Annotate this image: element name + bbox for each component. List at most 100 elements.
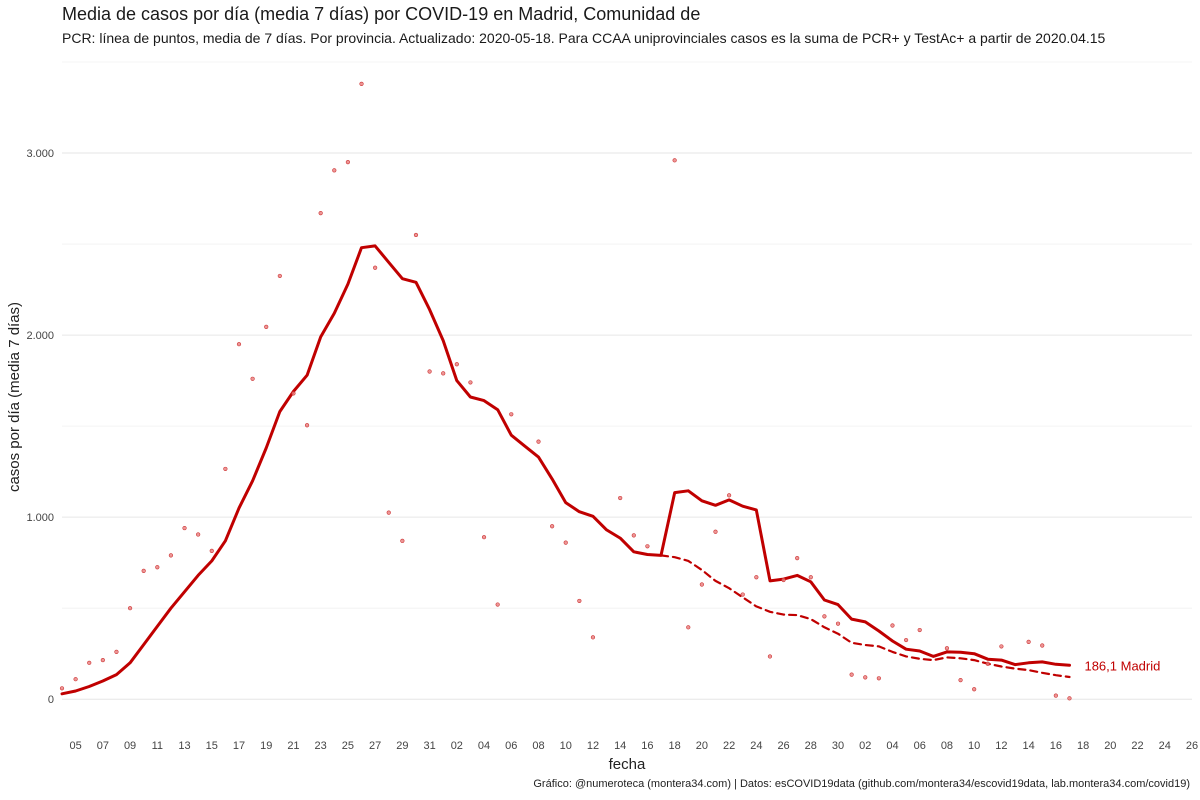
data-point bbox=[672, 158, 677, 163]
x-tick-label: 10 bbox=[560, 740, 572, 752]
x-tick-label: 26 bbox=[777, 740, 789, 752]
x-axis-ticks: 05 07 09 11 13 15 17 19 21 23 25 27 29 31 02 04 06 08 10 12… bbox=[69, 740, 1198, 752]
end-value-label: 186,1 Madrid bbox=[1084, 658, 1160, 673]
x-tick-label: 29 bbox=[396, 740, 408, 752]
data-point bbox=[468, 380, 473, 385]
data-point bbox=[264, 324, 269, 330]
x-tick-label: 02 bbox=[859, 740, 871, 752]
x-tick-label: 25 bbox=[342, 740, 354, 752]
data-point bbox=[550, 524, 555, 529]
x-tick-label: 08 bbox=[532, 740, 544, 752]
data-point bbox=[373, 265, 378, 270]
data-point bbox=[87, 660, 92, 665]
y-tick-label: 2.000 bbox=[26, 330, 54, 342]
x-tick-label: 06 bbox=[914, 740, 926, 752]
data-point bbox=[413, 232, 419, 238]
data-point bbox=[686, 625, 691, 630]
data-point bbox=[699, 582, 704, 587]
data-point bbox=[345, 160, 351, 165]
data-point bbox=[903, 637, 909, 643]
data-point bbox=[332, 168, 337, 173]
data-point bbox=[441, 371, 446, 376]
data-point bbox=[509, 412, 514, 417]
data-point bbox=[1026, 639, 1031, 644]
x-tick-label: 26 bbox=[1186, 740, 1198, 752]
x-tick-label: 10 bbox=[968, 740, 980, 752]
data-point bbox=[631, 533, 636, 538]
data-point bbox=[713, 529, 718, 534]
data-point bbox=[1040, 643, 1045, 648]
x-tick-label: 27 bbox=[369, 740, 381, 752]
x-tick-label: 06 bbox=[505, 740, 517, 752]
data-point bbox=[141, 568, 146, 573]
data-point bbox=[999, 644, 1004, 649]
data-point bbox=[1067, 696, 1072, 701]
y-tick-label: 1.000 bbox=[26, 512, 54, 524]
cases-average-line bbox=[60, 244, 1071, 696]
grid-lines bbox=[62, 61, 1192, 700]
data-point bbox=[944, 646, 950, 651]
data-point bbox=[876, 676, 881, 681]
x-tick-label: 31 bbox=[423, 740, 435, 752]
x-tick-label: 07 bbox=[97, 740, 109, 752]
data-point bbox=[972, 687, 977, 692]
x-tick-label: 14 bbox=[1023, 740, 1035, 752]
data-point bbox=[155, 565, 160, 570]
data-point bbox=[386, 510, 391, 515]
x-axis-title: fecha bbox=[609, 756, 646, 773]
data-point bbox=[958, 678, 963, 683]
x-tick-label: 28 bbox=[805, 740, 817, 752]
x-tick-label: 18 bbox=[669, 740, 681, 752]
data-point bbox=[985, 661, 990, 666]
data-point bbox=[495, 602, 500, 607]
data-point bbox=[127, 606, 133, 611]
x-tick-label: 15 bbox=[206, 740, 218, 752]
data-point bbox=[277, 273, 282, 279]
data-point bbox=[182, 525, 187, 531]
data-point bbox=[250, 376, 255, 381]
x-tick-label: 23 bbox=[315, 740, 327, 752]
x-tick-label: 04 bbox=[886, 740, 898, 752]
data-point bbox=[645, 544, 650, 549]
y-tick-label: 0 bbox=[48, 694, 54, 706]
data-point bbox=[304, 423, 310, 428]
data-point bbox=[236, 342, 242, 347]
x-tick-label: 24 bbox=[750, 740, 762, 752]
data-point bbox=[590, 635, 596, 640]
x-tick-label: 20 bbox=[696, 740, 708, 752]
data-point bbox=[1053, 693, 1058, 698]
data-point bbox=[359, 81, 364, 86]
data-point bbox=[454, 362, 459, 367]
data-point bbox=[781, 577, 786, 583]
data-point bbox=[318, 211, 323, 216]
data-point bbox=[890, 623, 895, 628]
y-axis-ticks: 0 1.000 2.000 3.000 bbox=[26, 148, 54, 706]
data-point bbox=[917, 627, 922, 633]
data-point bbox=[196, 532, 201, 537]
data-point bbox=[767, 654, 773, 659]
chart-caption: Gráfico: @numeroteca (montera34.com) | D… bbox=[533, 778, 1190, 790]
data-point bbox=[822, 614, 827, 619]
data-point bbox=[835, 621, 841, 626]
x-tick-label: 12 bbox=[587, 740, 599, 752]
data-point bbox=[563, 540, 568, 545]
x-tick-label: 08 bbox=[941, 740, 953, 752]
x-tick-label: 13 bbox=[178, 740, 190, 752]
x-tick-label: 21 bbox=[287, 740, 299, 752]
data-point bbox=[618, 495, 623, 501]
data-point bbox=[808, 575, 813, 580]
daily-cases-points bbox=[59, 81, 1072, 701]
data-point bbox=[863, 675, 868, 680]
x-tick-label: 16 bbox=[641, 740, 653, 752]
x-tick-label: 30 bbox=[832, 740, 844, 752]
x-tick-label: 04 bbox=[478, 740, 490, 752]
data-point bbox=[727, 493, 732, 498]
data-point bbox=[536, 439, 541, 444]
x-tick-label: 11 bbox=[152, 740, 163, 752]
data-point bbox=[849, 672, 854, 677]
data-point bbox=[209, 548, 214, 553]
data-point bbox=[100, 657, 105, 663]
x-tick-label: 16 bbox=[1050, 740, 1062, 752]
chart-subtitle: PCR: línea de puntos, media de 7 días. P… bbox=[62, 30, 1106, 46]
x-tick-label: 17 bbox=[233, 740, 245, 752]
